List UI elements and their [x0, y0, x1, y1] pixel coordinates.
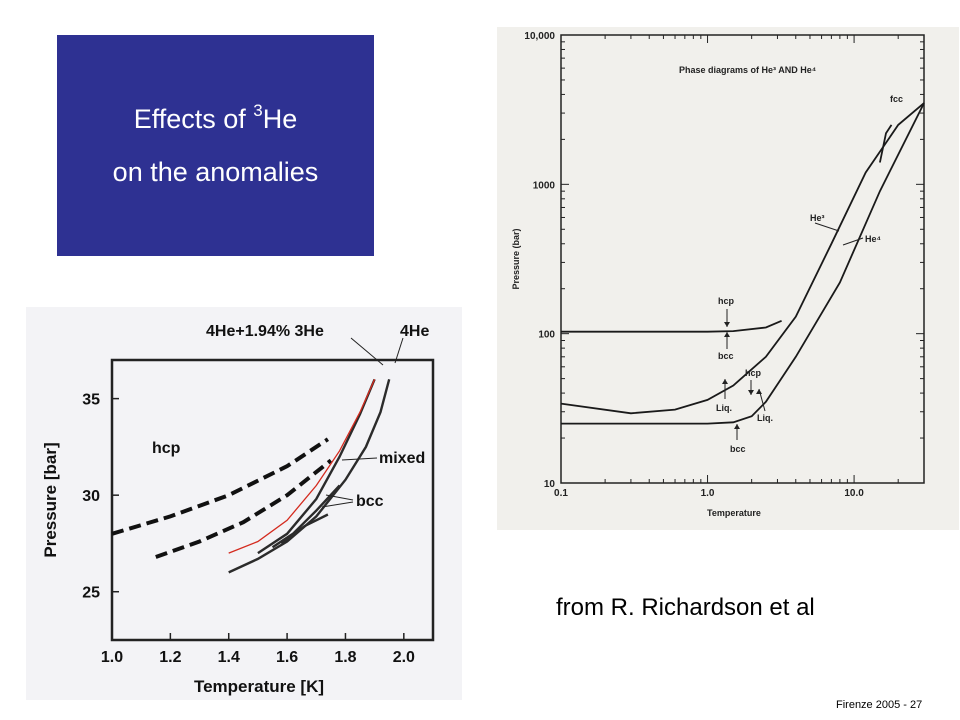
- right-y-tick-label: 100: [538, 330, 555, 341]
- label-hcp-mid: hcp: [745, 368, 762, 378]
- left-y-tick-label: 25: [82, 585, 100, 602]
- label-He3: He³: [810, 213, 825, 223]
- legend-label-pure: 4He: [400, 323, 429, 340]
- left-ylabel: Pressure [bar]: [41, 442, 60, 557]
- series-He3-melting: [560, 102, 925, 415]
- series-dashed-lower: [155, 458, 333, 559]
- left-x-tick-label: 1.2: [159, 649, 181, 666]
- legend-leader-mix: [350, 337, 384, 366]
- label-bcc-bottom: bcc: [730, 444, 746, 454]
- slide-title-line1: Effects of 3He: [57, 101, 374, 135]
- series-dashed-upper: [111, 437, 330, 536]
- label-liq-right: Liq.: [757, 413, 773, 423]
- series-mix-melting: [257, 378, 376, 555]
- leader-bcc-2: [321, 501, 354, 508]
- arrow-head: [756, 389, 762, 394]
- label-He4: He⁴: [865, 234, 881, 244]
- arrow-head: [722, 379, 728, 384]
- label-fcc: fcc: [890, 94, 903, 104]
- leader-bcc-1: [325, 494, 354, 501]
- label-hcp-top: hcp: [718, 296, 735, 306]
- left-x-tick-label: 2.0: [393, 649, 415, 666]
- right-x-tick-label: 10.0: [844, 488, 864, 499]
- left-chart-panel: 1.0 1.2 1.4 1.6 1.8 2.0 25 30 35 4He+1.94% 3He 4…: [26, 307, 462, 700]
- arrow-head: [724, 332, 730, 337]
- title-superscript: 3: [253, 101, 263, 120]
- figure-credit: from R. Richardson et al: [556, 594, 815, 621]
- left-x-tick-label: 1.8: [334, 649, 356, 666]
- right-chart-title: Phase diagrams of He³ AND He⁴: [679, 65, 816, 75]
- right-chart-svg: 0.1 1.0 10.0 10 100 1000 10,000 Phase diagrams…: [511, 31, 925, 518]
- title-text: Effects of: [133, 104, 254, 134]
- series-fcc-branch: [879, 124, 893, 163]
- legend-leader-pure: [394, 337, 404, 364]
- right-ylabel: Pressure (bar): [511, 228, 521, 289]
- right-y-tick-label: 10,000: [524, 31, 555, 42]
- leader-He3: [814, 222, 840, 232]
- left-chart-svg: 1.0 1.2 1.4 1.6 1.8 2.0 25 30 35 4He+1.94% 3He 4…: [41, 323, 435, 696]
- label-bcc: bcc: [356, 493, 384, 510]
- right-x-tick-label: 1.0: [701, 488, 715, 499]
- left-plot-frame: [110, 358, 435, 642]
- series-pure-4He: [228, 378, 391, 574]
- slide-title-line2: on the anomalies: [112, 157, 319, 187]
- left-x-tick-label: 1.0: [101, 649, 123, 666]
- series-mixed-boundary-lower: [280, 513, 329, 545]
- arrow-head: [734, 424, 740, 429]
- right-xlabel: Temperature: [707, 508, 761, 518]
- label-mixed: mixed: [379, 450, 425, 467]
- right-y-tick-label: 10: [544, 479, 556, 490]
- label-hcp: hcp: [152, 440, 181, 457]
- left-x-tick-label: 1.4: [218, 649, 240, 666]
- legend-label-mix: 4He+1.94% 3He: [206, 323, 324, 340]
- arrow-head: [724, 322, 730, 327]
- label-bcc-top: bcc: [718, 351, 734, 361]
- right-chart-panel: 0.1 1.0 10.0 10 100 1000 10,000 Phase diagrams…: [497, 27, 959, 530]
- series-mixed-boundary-upper: [271, 484, 341, 549]
- right-y-tick-label: 1000: [533, 180, 556, 191]
- label-liq-left: Liq.: [716, 403, 732, 413]
- right-x-tick-label: 0.1: [554, 488, 568, 499]
- series-fit-red: [228, 379, 376, 554]
- right-plot-frame: [560, 34, 925, 484]
- title-text-element: He: [262, 104, 298, 134]
- series-He4-melting: [561, 102, 925, 425]
- leader-mixed: [341, 457, 378, 461]
- title-box: Effects of 3He on the anomalies: [57, 35, 374, 256]
- arrow-head: [748, 390, 754, 395]
- leader-He4: [842, 237, 864, 246]
- left-y-tick-label: 35: [82, 392, 100, 409]
- left-y-tick-label: 30: [82, 488, 100, 505]
- left-x-tick-label: 1.6: [276, 649, 298, 666]
- left-xlabel: Temperature [K]: [194, 677, 324, 696]
- series-He3-solid-boundary: [561, 319, 782, 333]
- slide-footer: Firenze 2005 - 27: [836, 699, 923, 711]
